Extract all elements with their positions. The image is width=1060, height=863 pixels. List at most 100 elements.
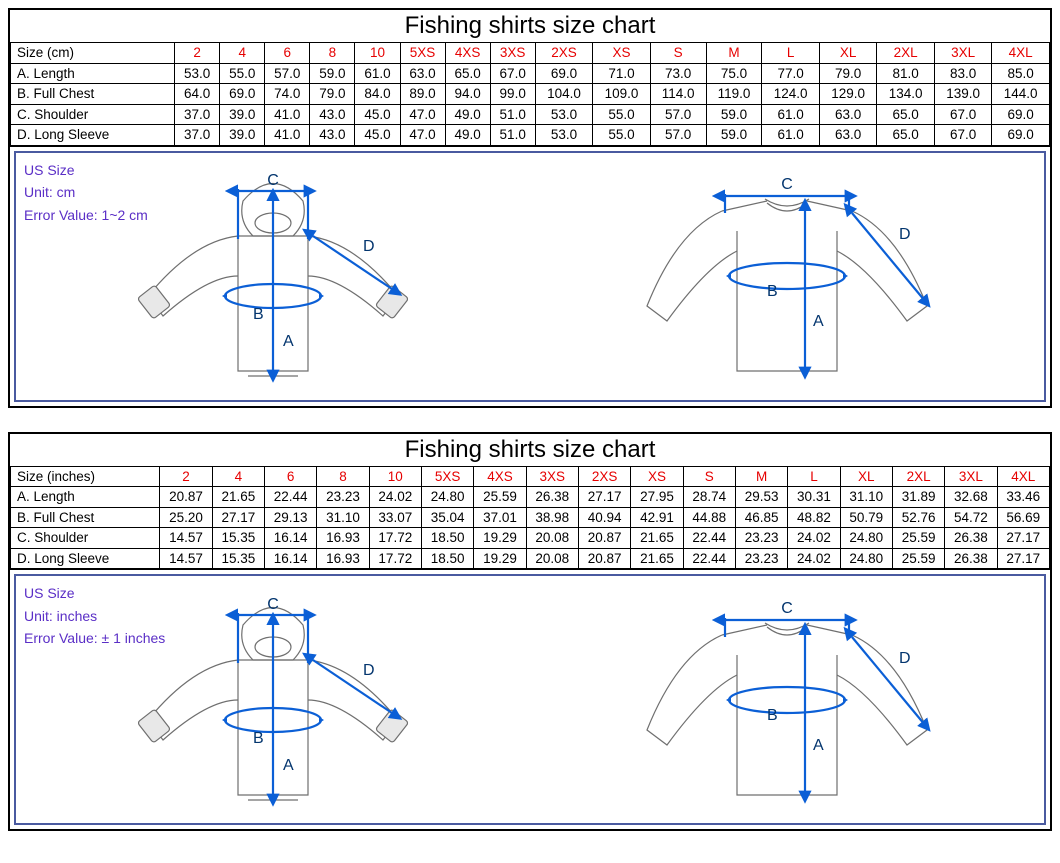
cell: 52.76 xyxy=(892,507,944,528)
cell: 16.14 xyxy=(265,548,317,569)
header-row: Size (inches)2468105XS4XS3XS2XSXSSMLXL2X… xyxy=(11,467,1050,487)
size-col: 6 xyxy=(265,43,310,63)
cell: 17.72 xyxy=(369,528,421,549)
cell: 42.91 xyxy=(631,507,683,528)
table-row: A. Length20.8721.6522.4423.2324.0224.802… xyxy=(11,487,1050,508)
cell: 33.46 xyxy=(997,487,1049,508)
row-label: C. Shoulder xyxy=(11,528,160,549)
svg-text:A: A xyxy=(813,313,824,330)
cell: 28.74 xyxy=(683,487,735,508)
cell: 15.35 xyxy=(212,548,264,569)
cell: 63.0 xyxy=(819,104,877,125)
size-table: Size (inches)2468105XS4XS3XS2XSXSSMLXL2X… xyxy=(10,467,1050,570)
cell: 61.0 xyxy=(762,104,820,125)
cell: 43.0 xyxy=(310,125,355,146)
table-row: D. Long Sleeve14.5715.3516.1416.9317.721… xyxy=(11,548,1050,569)
size-col: 2XL xyxy=(877,43,935,63)
info-line: Unit: inches xyxy=(24,605,165,627)
crewneck-diagram: C A B D xyxy=(530,576,1044,823)
cell: 144.0 xyxy=(992,84,1050,105)
cell: 16.93 xyxy=(317,548,369,569)
svg-text:B: B xyxy=(253,730,264,747)
cell: 24.02 xyxy=(788,528,840,549)
row-label: A. Length xyxy=(11,487,160,508)
cell: 14.57 xyxy=(160,548,212,569)
row-label: D. Long Sleeve xyxy=(11,125,175,146)
cell: 19.29 xyxy=(474,528,526,549)
table-row: D. Long Sleeve37.039.041.043.045.047.049… xyxy=(11,125,1050,146)
cell: 26.38 xyxy=(526,487,578,508)
cell: 20.87 xyxy=(578,548,630,569)
cell: 67.0 xyxy=(934,125,992,146)
svg-text:C: C xyxy=(267,596,279,613)
size-col: M xyxy=(735,467,787,487)
cell: 18.50 xyxy=(421,528,473,549)
size-col: 4XL xyxy=(992,43,1050,63)
info-text: US SizeUnit: cmError Value: 1~2 cm xyxy=(24,159,148,226)
cell: 61.0 xyxy=(762,125,820,146)
info-line: Unit: cm xyxy=(24,181,148,203)
svg-text:C: C xyxy=(781,176,793,193)
header-row: Size (cm)2468105XS4XS3XS2XSXSSMLXL2XL3XL… xyxy=(11,43,1050,63)
cell: 59.0 xyxy=(706,125,762,146)
row-label: B. Full Chest xyxy=(11,507,160,528)
size-col: XL xyxy=(840,467,892,487)
cell: 39.0 xyxy=(220,104,265,125)
info-text: US SizeUnit: inchesError Value: ± 1 inch… xyxy=(24,582,165,649)
cell: 47.0 xyxy=(400,125,445,146)
svg-text:D: D xyxy=(899,650,911,667)
cell: 24.80 xyxy=(421,487,473,508)
cell: 57.0 xyxy=(650,104,706,125)
cell: 20.87 xyxy=(160,487,212,508)
cell: 69.0 xyxy=(992,125,1050,146)
cell: 63.0 xyxy=(819,125,877,146)
svg-text:D: D xyxy=(363,238,375,255)
cell: 50.79 xyxy=(840,507,892,528)
cell: 25.20 xyxy=(160,507,212,528)
cell: 75.0 xyxy=(706,63,762,84)
cell: 24.02 xyxy=(369,487,421,508)
cell: 26.38 xyxy=(945,548,997,569)
cell: 69.0 xyxy=(992,104,1050,125)
cell: 59.0 xyxy=(706,104,762,125)
size-col: M xyxy=(706,43,762,63)
cell: 27.95 xyxy=(631,487,683,508)
size-col: 4 xyxy=(220,43,265,63)
cell: 79.0 xyxy=(310,84,355,105)
size-col: S xyxy=(650,43,706,63)
cell: 65.0 xyxy=(445,63,490,84)
cell: 74.0 xyxy=(265,84,310,105)
cell: 71.0 xyxy=(593,63,651,84)
cell: 46.85 xyxy=(735,507,787,528)
cell: 73.0 xyxy=(650,63,706,84)
info-line: Error Value: ± 1 inches xyxy=(24,627,165,649)
svg-text:C: C xyxy=(267,172,279,189)
cell: 27.17 xyxy=(997,528,1049,549)
cell: 27.17 xyxy=(997,548,1049,569)
cell: 23.23 xyxy=(735,548,787,569)
cell: 139.0 xyxy=(934,84,992,105)
cell: 55.0 xyxy=(593,125,651,146)
cell: 27.17 xyxy=(212,507,264,528)
cell: 81.0 xyxy=(877,63,935,84)
cell: 38.98 xyxy=(526,507,578,528)
cell: 24.80 xyxy=(840,548,892,569)
cell: 20.87 xyxy=(578,528,630,549)
size-col: 2XL xyxy=(892,467,944,487)
size-col: 2XS xyxy=(535,43,593,63)
table-row: C. Shoulder37.039.041.043.045.047.049.05… xyxy=(11,104,1050,125)
cell: 114.0 xyxy=(650,84,706,105)
cell: 33.07 xyxy=(369,507,421,528)
cell: 37.01 xyxy=(474,507,526,528)
cell: 29.53 xyxy=(735,487,787,508)
row-label: D. Long Sleeve xyxy=(11,548,160,569)
cell: 59.0 xyxy=(310,63,355,84)
row-label: B. Full Chest xyxy=(11,84,175,105)
cell: 37.0 xyxy=(175,104,220,125)
cell: 23.23 xyxy=(317,487,369,508)
cell: 23.23 xyxy=(735,528,787,549)
cell: 21.65 xyxy=(631,528,683,549)
cell: 67.0 xyxy=(490,63,535,84)
size-col: 4 xyxy=(212,467,264,487)
size-col: 10 xyxy=(355,43,400,63)
